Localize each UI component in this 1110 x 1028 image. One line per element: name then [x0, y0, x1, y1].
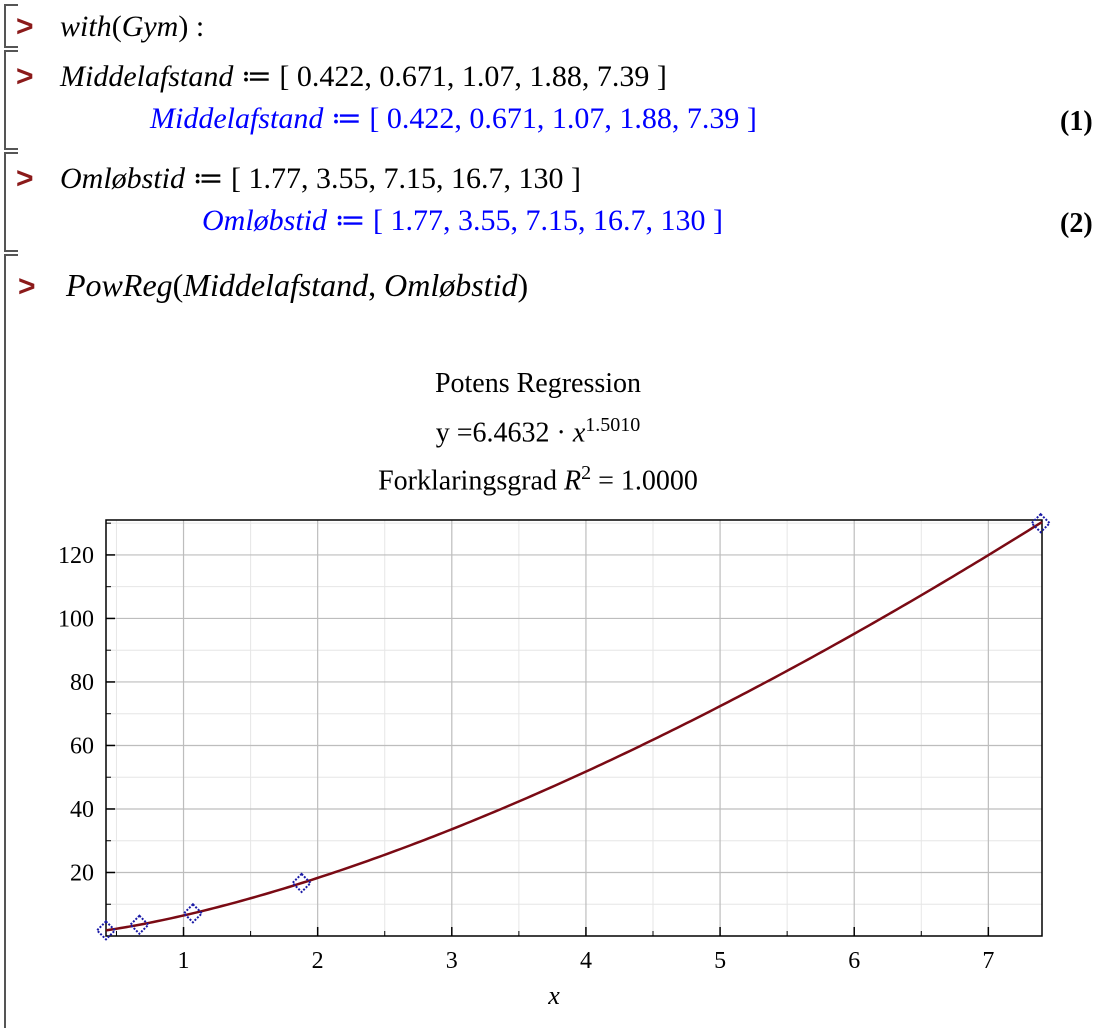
function-arg: Middelafstand: [183, 267, 369, 303]
x-tick-label: 4: [580, 948, 592, 974]
variable-name: Middelafstand: [60, 60, 234, 93]
axis-ticks: [106, 522, 990, 936]
plot-equation: y =6.4632 · x1.5010: [435, 414, 641, 449]
x-tick-label: 5: [714, 948, 726, 974]
assign-operator: ≔: [330, 102, 362, 135]
input-powreg[interactable]: PowReg(Middelafstand, Omløbstid): [66, 267, 529, 303]
equation-label[interactable]: (2): [1060, 208, 1093, 239]
y-tick-label: 100: [58, 606, 94, 632]
execution-group-bracket[interactable]: [4, 254, 18, 1028]
execution-group-bracket[interactable]: [4, 50, 18, 150]
list-value: [ 1.77, 3.55, 7.15, 16.7, 130 ]: [231, 162, 581, 195]
y-tick-label: 60: [70, 733, 94, 759]
function-name: with: [60, 10, 112, 43]
x-tick-label: 3: [446, 948, 458, 974]
regression-plot[interactable]: 1 2 3 4 5 6 7 20 40 60 80 100 120 x: [0, 500, 1110, 1026]
input-prompt: >: [16, 10, 34, 43]
data-point: [291, 872, 312, 894]
output-omlobstid: Omløbstid ≔ [ 1.77, 3.55, 7.15, 16.7, 13…: [202, 204, 723, 238]
input-with-gym[interactable]: with(Gym) :: [60, 10, 205, 43]
assign-operator: ≔: [334, 204, 366, 237]
x-tick-label: 7: [982, 948, 994, 974]
x-tick-label: 2: [312, 948, 324, 974]
plot-r2: Forklaringsgrad R2 = 1.0000: [378, 462, 698, 497]
list-value: [ 0.422, 0.671, 1.07, 1.88, 7.39 ]: [279, 60, 667, 93]
input-prompt: >: [16, 60, 34, 93]
x-tick-label: 1: [178, 948, 190, 974]
assign-operator: ≔: [240, 60, 272, 93]
minor-grid: [106, 520, 1042, 936]
data-point: [128, 914, 150, 936]
input-middelafstand[interactable]: Middelafstand ≔ [ 0.422, 0.671, 1.07, 1.…: [60, 60, 667, 94]
list-value: [ 1.77, 3.55, 7.15, 16.7, 130 ]: [373, 204, 723, 237]
equation-label[interactable]: (1): [1060, 106, 1093, 137]
fit-curve: [105, 520, 1043, 932]
y-tick-label: 120: [58, 543, 94, 569]
statement-suffix: :: [195, 10, 205, 43]
data-points: [95, 512, 1052, 941]
input-prompt: >: [16, 162, 34, 195]
list-value: [ 0.422, 0.671, 1.07, 1.88, 7.39 ]: [369, 102, 757, 135]
data-point: [1030, 512, 1052, 534]
y-tick-label: 40: [70, 797, 94, 823]
variable-name: Omløbstid: [60, 162, 186, 195]
function-arg: Omløbstid: [384, 267, 518, 303]
assign-operator: ≔: [192, 162, 224, 195]
y-tick-label: 80: [70, 670, 94, 696]
major-grid: [106, 520, 1042, 936]
plot-title: Potens Regression: [434, 368, 642, 399]
execution-group-bracket[interactable]: [4, 4, 18, 48]
input-prompt: >: [18, 270, 36, 303]
y-tick-label: 20: [70, 860, 94, 886]
function-name: PowReg: [66, 267, 173, 303]
input-omlobstid[interactable]: Omløbstid ≔ [ 1.77, 3.55, 7.15, 16.7, 13…: [60, 162, 581, 196]
plot-frame: [105, 519, 1043, 937]
plot-title-block: Potens Regression y =6.4632 · x1.5010 Fo…: [0, 366, 1076, 501]
x-tick-label: 6: [848, 948, 860, 974]
output-middelafstand: Middelafstand ≔ [ 0.422, 0.671, 1.07, 1.…: [150, 102, 757, 136]
data-point: [95, 919, 117, 941]
function-arg: Gym: [121, 10, 179, 43]
variable-name: Middelafstand: [150, 102, 324, 135]
execution-group-bracket[interactable]: [4, 152, 18, 252]
variable-name: Omløbstid: [202, 204, 328, 237]
tick-labels: 1 2 3 4 5 6 7 20 40 60 80 100 120: [58, 543, 994, 974]
x-axis-label: x: [547, 981, 560, 1010]
data-point: [182, 902, 204, 924]
